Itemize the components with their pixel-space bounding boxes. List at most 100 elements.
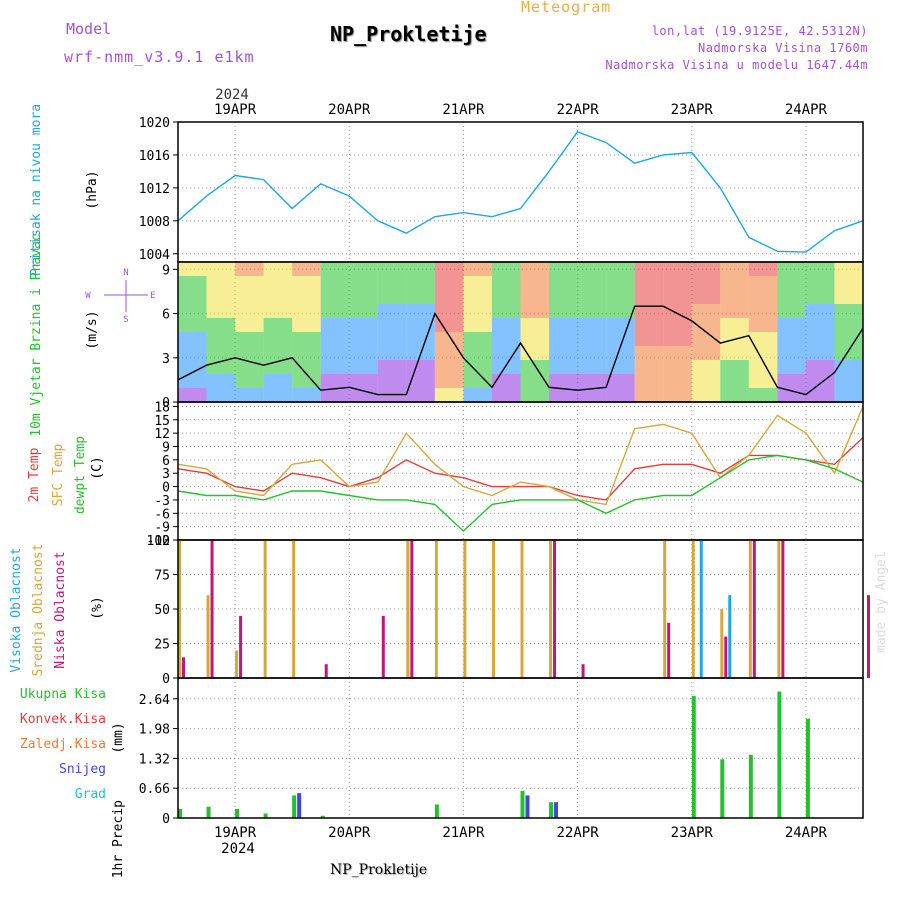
wind-barb-cell bbox=[263, 388, 293, 402]
wind-barb-cell bbox=[748, 318, 778, 332]
temp-2m-ylabel: 2m Temp bbox=[27, 447, 42, 502]
wind-barb-cell bbox=[691, 276, 721, 290]
bar-ukupna-kisa bbox=[320, 815, 325, 818]
bar-ukupna-kisa bbox=[691, 696, 696, 818]
wind-barb-cell bbox=[663, 318, 692, 332]
wind-barb-cell bbox=[691, 290, 721, 304]
wind-barb-cell bbox=[834, 262, 863, 276]
wind-barb-cell bbox=[549, 374, 578, 388]
ytick-label: 9 bbox=[162, 263, 170, 278]
wind-barb-cell bbox=[320, 388, 350, 402]
wind-barb-cell bbox=[235, 374, 264, 388]
bar-visoka-oblacnost bbox=[699, 540, 703, 678]
ytick-label: -3 bbox=[154, 494, 170, 509]
wind-barb-cell bbox=[178, 360, 207, 374]
wind-barb-cell bbox=[748, 276, 778, 290]
ytick-label: 1004 bbox=[139, 248, 170, 263]
bar-srednja-oblacnost bbox=[263, 540, 267, 678]
wind-barb-cell bbox=[606, 304, 635, 318]
wind-barb-cell bbox=[406, 388, 435, 402]
bar-srednja-oblacnost bbox=[549, 540, 553, 678]
wind-barb-cell bbox=[577, 374, 607, 388]
wind-barb-cell bbox=[434, 346, 464, 360]
wind-barb-cell bbox=[491, 290, 521, 304]
wind-barb-cell bbox=[520, 262, 550, 276]
wind-barb-cell bbox=[178, 318, 207, 332]
wind-barb-cell bbox=[349, 262, 378, 276]
wind-barb-cell bbox=[549, 276, 578, 290]
bar-snijeg bbox=[554, 802, 559, 818]
wind-barb-cell bbox=[463, 304, 492, 318]
wind-barb-cell bbox=[349, 332, 378, 346]
bar-niska-oblacnost bbox=[724, 636, 728, 678]
precip-legend-item: Konvek.Kisa bbox=[20, 712, 106, 727]
wind-barb-cell bbox=[691, 318, 721, 332]
page-title: NP_Prokletije bbox=[330, 22, 487, 46]
wind-barb-cell bbox=[406, 332, 435, 346]
wind-barb-cell bbox=[235, 290, 264, 304]
wind-barb-cell bbox=[406, 262, 435, 276]
wind-barb-cell bbox=[320, 304, 350, 318]
precip-legend-item: Zaledj.Kisa bbox=[20, 737, 106, 752]
ytick-label: 1.98 bbox=[139, 723, 170, 738]
wind-direction-legend: N W E S bbox=[85, 268, 155, 325]
wind-barb-cell bbox=[691, 262, 721, 276]
wind-barb-cell bbox=[777, 346, 806, 360]
model-label: Model bbox=[66, 20, 112, 38]
bar-srednja-oblacnost bbox=[178, 540, 181, 678]
wind-barb-cell bbox=[491, 262, 521, 276]
wind-barb-cell bbox=[520, 346, 550, 360]
top-date-label: 21APR bbox=[442, 102, 485, 118]
top-year-label: 2024 bbox=[215, 87, 249, 103]
svg-text:made by Angel: made by Angel bbox=[874, 551, 889, 653]
wind-barb-cell bbox=[606, 290, 635, 304]
wind-barb-cell bbox=[263, 346, 293, 360]
ytick-label: -12 bbox=[147, 534, 170, 549]
ytick-label: -9 bbox=[154, 521, 170, 536]
wind-barb-cell bbox=[292, 388, 321, 402]
wind-barb-cell bbox=[663, 290, 692, 304]
wind-barb-cell bbox=[777, 304, 806, 318]
wind-barb-cell bbox=[463, 360, 492, 374]
wind-barb-cell bbox=[292, 304, 321, 318]
wind-barb-cell bbox=[178, 304, 207, 318]
bottom-year-label: 2024 bbox=[221, 841, 255, 857]
wind-barb-cell bbox=[606, 346, 635, 360]
wind-barb-cell bbox=[463, 374, 492, 388]
wind-barb-cell bbox=[178, 374, 207, 388]
wind-ylabel: 10m Vjetar Brzina i Pravac bbox=[29, 233, 44, 437]
wind-barb-cell bbox=[320, 374, 350, 388]
ytick-label: 100 bbox=[147, 534, 170, 549]
direction-north-label: N bbox=[123, 268, 128, 278]
wind-barb-cell bbox=[206, 262, 236, 276]
wind-barb-cell bbox=[434, 388, 464, 402]
ytick-label: 1008 bbox=[139, 215, 170, 230]
bar-visoka-oblacnost bbox=[728, 595, 732, 678]
wind-barb-cell bbox=[491, 360, 521, 374]
wind-barb-cell bbox=[748, 332, 778, 346]
precip-legend-item: Ukupna Kisa bbox=[20, 687, 106, 702]
wind-barb-cell bbox=[263, 290, 293, 304]
bar-niska-oblacnost bbox=[381, 615, 385, 678]
top-date-label: 19APR bbox=[214, 102, 257, 118]
bar-niska-oblacnost bbox=[553, 540, 557, 678]
bar-srednja-oblacnost bbox=[748, 540, 752, 678]
wind-barb-cell bbox=[634, 290, 664, 304]
wind-barb-cell bbox=[606, 388, 635, 402]
ytick-label: 2.64 bbox=[139, 693, 170, 708]
bar-ukupna-kisa bbox=[805, 718, 810, 818]
wind-barb-cell bbox=[577, 360, 607, 374]
wind-barb-cell bbox=[320, 276, 350, 290]
wind-barb-cell bbox=[235, 276, 264, 290]
temp-dewpt-ylabel: dewpt Temp bbox=[73, 436, 88, 514]
wind-barb-cell bbox=[834, 374, 863, 388]
ytick-label: 50 bbox=[154, 603, 170, 618]
wind-barb-cell bbox=[263, 318, 293, 332]
wind-barb-cell bbox=[520, 304, 550, 318]
cloud-unit: (%) bbox=[90, 596, 105, 619]
wind-barb-cell bbox=[577, 346, 607, 360]
wind-barb-cell bbox=[777, 290, 806, 304]
panel-wind: 0 3 6 9 bbox=[162, 261, 864, 411]
wind-barb-cell bbox=[377, 332, 407, 346]
wind-barb-cell bbox=[406, 276, 435, 290]
